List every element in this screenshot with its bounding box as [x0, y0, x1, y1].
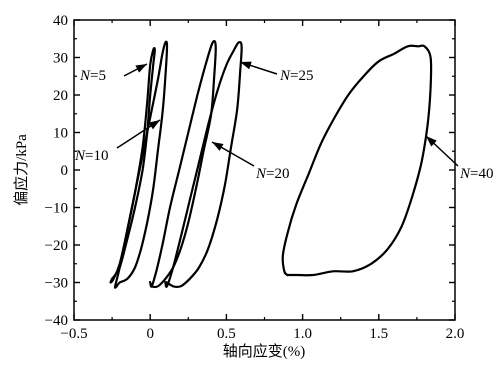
x-tick-label: 1.0 — [293, 326, 312, 342]
curve-annotations: N=5 N=10 N=20 N=25 N=40 — [74, 61, 493, 182]
annotation-label: N=40 — [459, 166, 493, 182]
y-tick-label: −10 — [45, 201, 68, 217]
annotation-label: N=25 — [279, 68, 313, 84]
annotation-arrowhead — [426, 136, 437, 147]
loop-series-1 — [109, 47, 156, 284]
y-tick-label: −20 — [45, 238, 68, 254]
x-tick-label: 2.0 — [446, 326, 465, 342]
x-tick-label: −0.5 — [60, 326, 87, 342]
hysteresis-curves — [109, 40, 433, 289]
loop-series-2 — [113, 40, 169, 289]
annotation-4: N=25 — [239, 61, 313, 84]
annotation-1: N=5 — [79, 63, 148, 84]
loop-series-3 — [148, 40, 217, 289]
annotation-label: N=5 — [79, 68, 106, 84]
y-tick-label: 20 — [53, 88, 68, 104]
axis-ticks — [73, 19, 456, 321]
y-tick-label: −40 — [45, 313, 68, 329]
annotation-arrowhead — [148, 120, 160, 130]
y-tick-label: 10 — [53, 126, 68, 142]
tick-labels: −0.5 0 0.5 1.0 1.5 2.0 40 30 20 10 0 −10 −20 −30 −40 — [45, 13, 465, 342]
loop-series-5 — [281, 44, 433, 277]
loop-series-4 — [164, 41, 243, 289]
x-tick-label: 0.5 — [217, 326, 236, 342]
y-tick-label: −30 — [45, 276, 68, 292]
annotation-label: N=10 — [74, 148, 108, 164]
annotation-5: N=40 — [425, 135, 493, 182]
annotation-arrowhead — [240, 61, 252, 70]
x-axis-title: 轴向应变(%) — [223, 342, 306, 360]
annotation-3: N=20 — [211, 141, 289, 182]
annotation-arrowhead — [135, 64, 147, 73]
x-tick-label: 1.5 — [369, 326, 388, 342]
y-tick-label: 0 — [61, 163, 69, 179]
annotation-label: N=20 — [255, 166, 289, 182]
y-tick-label: 30 — [53, 51, 68, 67]
annotation-arrowhead — [212, 142, 224, 151]
annotation-2: N=10 — [74, 119, 161, 164]
x-tick-label: 0 — [146, 326, 154, 342]
y-axis-title: 偏应力/kPa — [12, 134, 30, 206]
y-tick-label: 40 — [53, 13, 68, 29]
